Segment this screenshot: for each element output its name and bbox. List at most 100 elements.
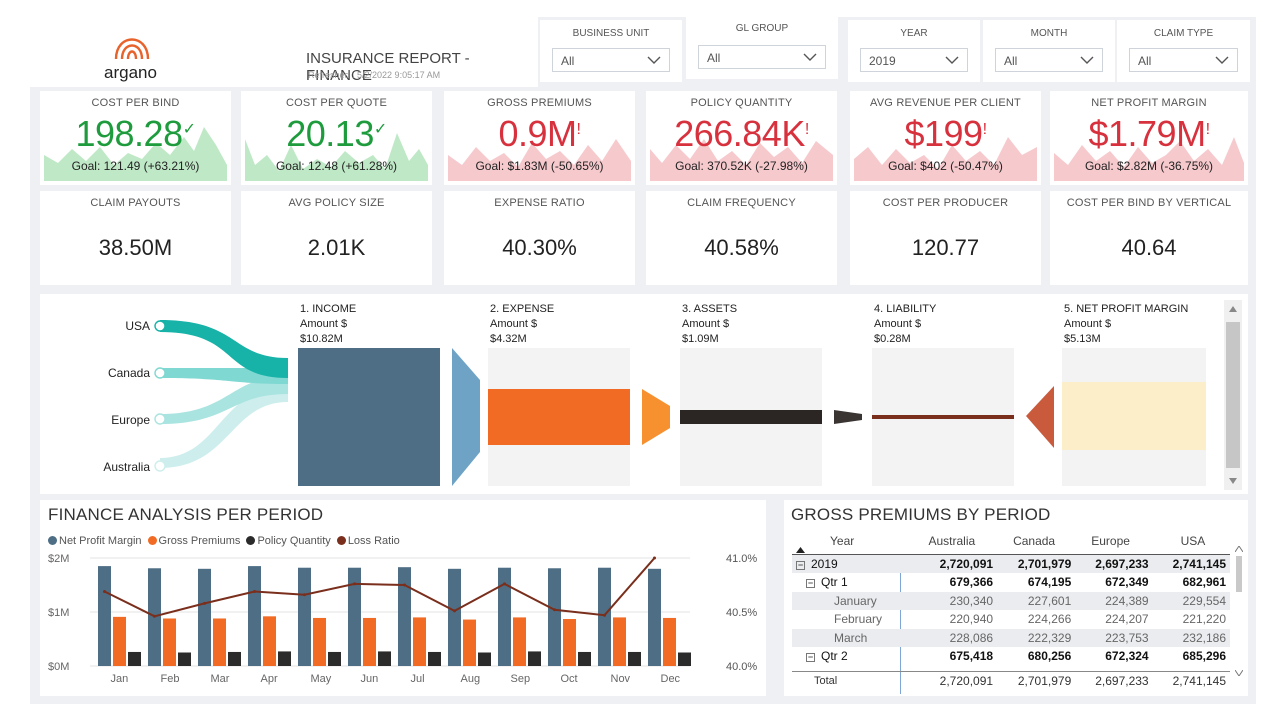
stage-amount: $4.32M bbox=[490, 333, 527, 345]
total-cell: 2,741,145 bbox=[1172, 674, 1226, 688]
bar-gross-premiums bbox=[563, 619, 576, 666]
slicer-month[interactable]: MONTH All bbox=[983, 20, 1115, 82]
claim-type-dropdown[interactable]: All bbox=[1129, 48, 1238, 72]
scroll-thumb[interactable] bbox=[1226, 322, 1240, 468]
kpi-value-text: 0.9M bbox=[498, 113, 578, 154]
bar-policy-quantity bbox=[178, 652, 191, 666]
slicer-label: GL GROUP bbox=[735, 23, 789, 34]
collapse-icon[interactable]: − bbox=[796, 559, 805, 570]
col-header-usa[interactable]: USA bbox=[1180, 534, 1206, 549]
scroll-down-icon[interactable] bbox=[1235, 670, 1243, 676]
matrix-header-row: Year Australia Canada Europe USA bbox=[792, 532, 1230, 551]
matrix-row-february[interactable]: February 220,940 224,266 224,207 221,220 bbox=[792, 610, 1230, 629]
col-header-year[interactable]: Year bbox=[830, 534, 855, 549]
point-loss-ratio bbox=[653, 556, 656, 560]
metric-value: 38.50M bbox=[98, 235, 173, 260]
month-dropdown[interactable]: All bbox=[995, 48, 1103, 72]
kpi-sparkline bbox=[854, 137, 1037, 181]
kpi-policy-quantity[interactable]: POLICY QUANTITY 266.84K! Goal: 370.52K (… bbox=[646, 91, 837, 185]
metric-claim-frequency[interactable]: CLAIM FREQUENCY 40.58% bbox=[646, 191, 837, 285]
collapse-icon[interactable]: − bbox=[806, 578, 815, 589]
flow-scrollbar[interactable] bbox=[1224, 300, 1242, 490]
scroll-up-icon[interactable] bbox=[1235, 546, 1243, 552]
gross-premiums-card[interactable]: GROSS PREMIUMS BY PERIOD Year Australia … bbox=[784, 500, 1248, 696]
matrix-total-row[interactable]: Total 2,720,091 2,701,979 2,697,233 2,74… bbox=[792, 671, 1230, 691]
finance-analysis-card[interactable]: FINANCE ANALYSIS PER PERIOD Net Profit M… bbox=[40, 500, 766, 696]
cell: 685,296 bbox=[1182, 649, 1226, 664]
year-dropdown[interactable]: 2019 bbox=[860, 48, 968, 72]
flow-visual[interactable]: USA Canada Europe Australia 1. INCOME Am… bbox=[40, 294, 1248, 494]
x-tick-label: Oct bbox=[561, 673, 578, 685]
kpi-goal: Goal: 121.49 (+63.21%) bbox=[71, 159, 200, 173]
y2-tick-label: 40.0% bbox=[726, 661, 757, 673]
ribbon-australia bbox=[160, 386, 288, 468]
legend-item-gross[interactable]: Gross Premiums bbox=[147, 535, 240, 547]
chevron-down-icon bbox=[803, 53, 817, 61]
gross-premiums-matrix: Year Australia Canada Europe USA −2019 2… bbox=[792, 532, 1230, 690]
scroll-thumb[interactable] bbox=[1236, 556, 1242, 592]
matrix-row-qtr2[interactable]: − Qtr 2 675,418 680,256 672,324 685,296 bbox=[792, 647, 1230, 666]
kpi-avg-revenue-per-client[interactable]: AVG REVENUE PER CLIENT $199! Goal: $402 … bbox=[850, 91, 1041, 185]
cell: 224,207 bbox=[1105, 612, 1149, 627]
cell: 223,753 bbox=[1105, 630, 1149, 645]
slicer-label: YEAR bbox=[900, 28, 928, 39]
y2-tick-label: 40.5% bbox=[726, 607, 757, 619]
metric-claim-payouts[interactable]: CLAIM PAYOUTS 38.50M bbox=[40, 191, 231, 285]
bar-policy-quantity bbox=[678, 652, 691, 666]
metric-cost-per-bind-by-vertical[interactable]: COST PER BIND BY VERTICAL 40.64 bbox=[1050, 191, 1248, 285]
metric-expense-ratio[interactable]: EXPENSE RATIO 40.30% bbox=[444, 191, 635, 285]
metric-label: CLAIM PAYOUTS bbox=[90, 197, 181, 209]
bar-policy-quantity bbox=[278, 651, 291, 666]
slicer-business-unit[interactable]: BUSINESS UNIT All bbox=[540, 20, 682, 82]
scroll-up-icon[interactable] bbox=[1229, 306, 1237, 312]
matrix-row-january[interactable]: January 230,340 227,601 224,389 229,554 bbox=[792, 591, 1230, 610]
cell: 675,418 bbox=[949, 649, 994, 664]
kpi-cost-per-bind[interactable]: COST PER BIND 198.28✓ Goal: 121.49 (+63.… bbox=[40, 91, 231, 185]
row-label: January bbox=[834, 593, 877, 608]
slicer-label: BUSINESS UNIT bbox=[572, 28, 650, 39]
sort-up-icon[interactable] bbox=[796, 547, 805, 553]
cell: 2,741,145 bbox=[1172, 556, 1226, 571]
col-header-australia[interactable]: Australia bbox=[928, 534, 976, 549]
kpi-label: AVG REVENUE PER CLIENT bbox=[870, 97, 1021, 109]
scroll-down-icon[interactable] bbox=[1229, 478, 1237, 484]
slicer-value: All bbox=[561, 54, 575, 68]
cell: 228,086 bbox=[949, 630, 994, 645]
matrix-row-march[interactable]: March 228,086 222,329 223,753 232,186 bbox=[792, 628, 1230, 647]
y-tick-label: $1M bbox=[48, 607, 69, 619]
metric-avg-policy-size[interactable]: AVG POLICY SIZE 2.01K bbox=[241, 191, 432, 285]
bar-net-profit-margin bbox=[198, 568, 211, 666]
collapse-icon[interactable]: − bbox=[806, 652, 815, 663]
business-unit-dropdown[interactable]: All bbox=[552, 48, 670, 72]
stage-name: 1. INCOME bbox=[300, 303, 357, 315]
kpi-value-text: 20.13 bbox=[286, 113, 374, 154]
legend-item-npm[interactable]: Net Profit Margin bbox=[48, 535, 142, 547]
bar-policy-quantity bbox=[528, 651, 541, 666]
gl-group-dropdown[interactable]: All bbox=[698, 45, 826, 69]
point-loss-ratio bbox=[153, 614, 156, 618]
point-loss-ratio bbox=[603, 613, 606, 617]
y2-tick-label: 41.0% bbox=[726, 553, 757, 565]
kpi-gross-premiums[interactable]: GROSS PREMIUMS 0.9M! Goal: $1.83M (-50.6… bbox=[444, 91, 635, 185]
col-header-canada[interactable]: Canada bbox=[1013, 534, 1056, 549]
bar-gross-premiums bbox=[613, 617, 626, 666]
col-header-europe[interactable]: Europe bbox=[1091, 534, 1130, 549]
total-label: Total bbox=[814, 675, 838, 687]
matrix-scrollbar[interactable] bbox=[1234, 546, 1244, 678]
kpi-cost-per-quote[interactable]: COST PER QUOTE 20.13✓ Goal: 12.48 (+61.2… bbox=[241, 91, 432, 185]
slicer-year[interactable]: YEAR 2019 bbox=[848, 20, 980, 82]
chart-legend: Net Profit Margin Gross Premiums Policy … bbox=[48, 535, 400, 547]
slicer-claim-type[interactable]: CLAIM TYPE All bbox=[1117, 20, 1250, 82]
legend-item-loss[interactable]: Loss Ratio bbox=[336, 535, 400, 547]
stage-amount: $5.13M bbox=[1064, 333, 1101, 345]
bar-assets bbox=[680, 410, 822, 424]
legend-item-policy[interactable]: Policy Quantity bbox=[246, 535, 331, 547]
slicer-gl-group[interactable]: GL GROUP All bbox=[686, 17, 838, 79]
x-tick-label: Nov bbox=[611, 673, 631, 685]
matrix-row-qtr1[interactable]: − Qtr 1 679,366 674,195 672,349 682,961 bbox=[792, 573, 1230, 592]
metric-cost-per-producer[interactable]: COST PER PRODUCER 120.77 bbox=[850, 191, 1041, 285]
kpi-label: POLICY QUANTITY bbox=[690, 97, 793, 109]
matrix-row-2019[interactable]: −2019 2,720,091 2,701,979 2,697,233 2,74… bbox=[792, 554, 1230, 573]
kpi-net-profit-margin[interactable]: NET PROFIT MARGIN $1.79M! Goal: $2.82M (… bbox=[1050, 91, 1248, 185]
cell: 229,554 bbox=[1182, 593, 1226, 608]
